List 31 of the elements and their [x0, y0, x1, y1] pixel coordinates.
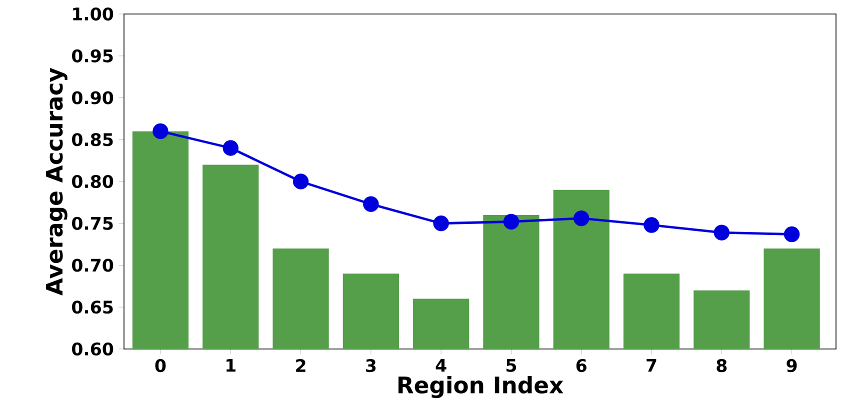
- y-tick-label: 0.95: [72, 49, 113, 62]
- x-axis-title: Region Index: [398, 376, 564, 398]
- y-tick-label: 0.80: [72, 174, 114, 188]
- x-tick-label: 3: [366, 359, 376, 372]
- x-tick-label: 7: [646, 359, 656, 372]
- point: [433, 216, 449, 232]
- point: [292, 174, 309, 190]
- y-tick-label: 1.00: [73, 7, 114, 21]
- x-tick-label: 4: [436, 359, 446, 372]
- x-tick-label: 5: [506, 359, 516, 372]
- point: [363, 196, 379, 212]
- point: [222, 140, 238, 156]
- y-tick-label: 0.60: [72, 342, 114, 356]
- point: [784, 226, 800, 242]
- point: [574, 210, 590, 226]
- x-tick-label: 0: [155, 359, 166, 372]
- y-tick-label: 0.65: [72, 300, 113, 314]
- x-tick-label: 1: [226, 359, 236, 372]
- y-axis-title: Average Accuracy: [46, 68, 68, 296]
- y-tick-label: 0.90: [72, 91, 114, 104]
- y-tick-label: 0.70: [72, 258, 114, 272]
- x-tick-label: 9: [786, 359, 797, 372]
- x-tick-label: 2: [296, 359, 306, 372]
- point: [152, 123, 168, 140]
- y-tick-label: 0.85: [72, 133, 113, 146]
- point: [714, 224, 730, 240]
- point: [644, 217, 660, 233]
- point: [503, 214, 520, 230]
- x-tick-label: 6: [576, 359, 586, 372]
- x-tick-label: 8: [716, 359, 727, 372]
- y-tick-label: 0.75: [72, 216, 113, 230]
